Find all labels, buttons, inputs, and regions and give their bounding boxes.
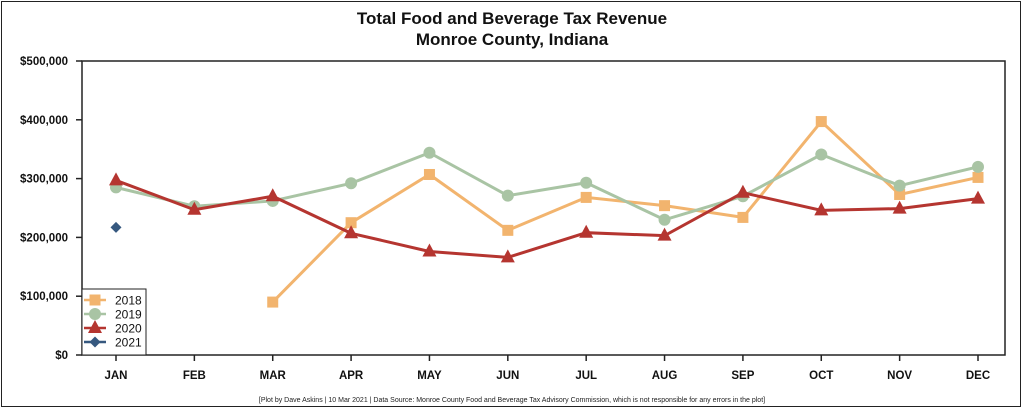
- legend-label-2018: 2018: [115, 294, 142, 308]
- series-2018: [267, 116, 984, 308]
- x-tick-label: JUN: [496, 370, 519, 382]
- chart-subtitle: Monroe County, Indiana: [416, 30, 609, 49]
- y-axis: $0 $100,000 $200,000 $300,000 $400,000 $500,0…: [20, 56, 82, 362]
- legend-label-2019: 2019: [115, 308, 142, 322]
- data-point-2020: [735, 184, 750, 198]
- data-point-2018: [345, 217, 357, 229]
- data-point-2018: [737, 211, 749, 223]
- legend-marker-2020: [88, 320, 102, 333]
- chart-title: Total Food and Beverage Tax Revenue: [357, 9, 667, 28]
- data-point-2018: [815, 116, 827, 128]
- data-point-2019: [893, 179, 906, 192]
- x-tick-label: OCT: [809, 370, 833, 382]
- data-point-2018: [659, 200, 671, 212]
- data-point-2018: [580, 191, 592, 203]
- data-point-2020: [187, 201, 202, 215]
- data-point-2018: [972, 171, 984, 183]
- x-tick-label: JAN: [104, 370, 127, 382]
- data-point-2020: [422, 243, 437, 257]
- data-point-2019: [423, 146, 436, 159]
- data-point-2020: [971, 190, 985, 204]
- data-point-2018: [894, 188, 906, 200]
- x-tick-label: FEB: [183, 370, 206, 382]
- series-line-2020: [115, 178, 979, 259]
- data-point-2019: [580, 176, 593, 189]
- data-point-2020: [344, 225, 359, 239]
- data-point-2018: [423, 168, 435, 180]
- data-point-2020: [657, 227, 672, 241]
- x-tick-label: APR: [339, 370, 364, 382]
- x-tick-label: DEC: [966, 370, 990, 382]
- series-2020: [109, 172, 985, 263]
- data-point-2020: [109, 172, 123, 186]
- data-point-2019: [345, 177, 358, 190]
- x-tick-label: NOV: [887, 370, 912, 382]
- data-point-2018: [502, 224, 514, 236]
- y-tick-label: $500,000: [20, 56, 68, 68]
- series-line-2019: [115, 151, 979, 222]
- y-tick-label: $200,000: [20, 232, 68, 244]
- x-tick-label: MAY: [417, 370, 442, 382]
- series-line-2018: [271, 119, 979, 304]
- legend-marker-2018: [89, 294, 101, 306]
- legend-marker-2021: [89, 336, 101, 348]
- data-point-2019: [501, 189, 514, 202]
- x-tick-label: SEP: [731, 370, 754, 382]
- y-tick-label: $400,000: [20, 115, 68, 127]
- x-axis: JAN FEB MAR APR MAY JUN JUL AUG SEP OCT NOV DEC: [104, 355, 990, 382]
- legend-label-2020: 2020: [115, 322, 142, 336]
- plot-area: [81, 60, 1006, 356]
- data-point-2020: [500, 249, 515, 263]
- data-point-2020: [892, 200, 907, 214]
- x-tick-label: JUL: [575, 370, 597, 382]
- y-tick-label: $0: [55, 350, 68, 362]
- data-point-2018: [267, 296, 279, 308]
- legend-label-2021: 2021: [115, 336, 142, 350]
- x-tick-label: AUG: [652, 370, 678, 382]
- legend-marker-2019: [89, 308, 101, 320]
- y-tick-label: $100,000: [20, 291, 68, 303]
- data-point-2020: [265, 188, 280, 202]
- series-2021: [110, 221, 122, 233]
- data-point-2020: [814, 202, 829, 216]
- data-point-2019: [815, 148, 828, 161]
- data-point-2019: [658, 213, 671, 226]
- data-point-2021: [110, 221, 122, 233]
- y-tick-label: $300,000: [20, 174, 68, 186]
- data-point-2019: [972, 160, 984, 173]
- series-group: [109, 116, 985, 308]
- data-point-2020: [579, 224, 594, 238]
- footnote: [Plot by Dave Askins | 10 Mar 2021 | Dat…: [259, 397, 765, 404]
- x-tick-label: MAR: [260, 370, 287, 382]
